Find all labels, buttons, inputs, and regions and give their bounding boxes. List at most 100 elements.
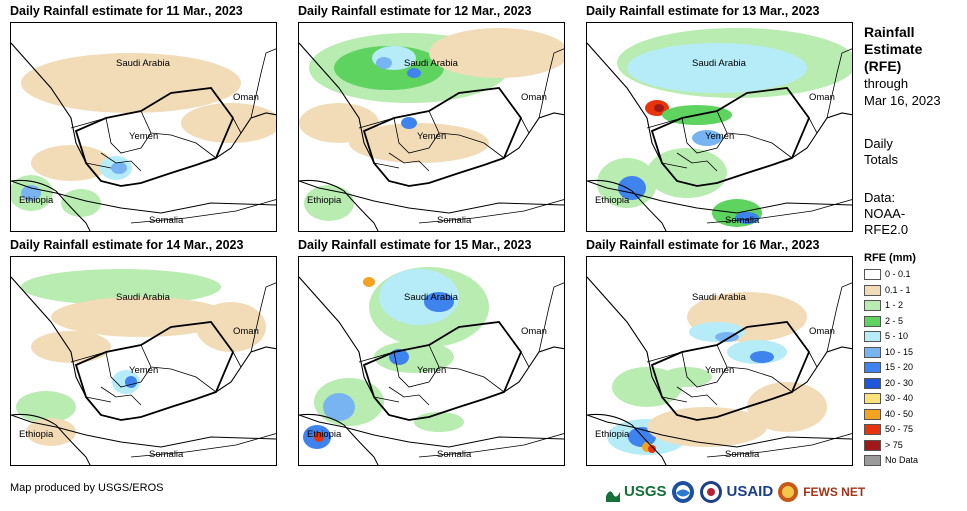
rainfall-area [323, 393, 355, 421]
map-label-oman: Oman [521, 326, 547, 337]
panel-title: Daily Rainfall estimate for 12 Mar., 202… [298, 4, 532, 18]
legend-label: 30 - 40 [885, 393, 914, 403]
rainfall-area [618, 176, 646, 200]
rainfall-area [21, 53, 241, 113]
boundary-line [299, 414, 564, 448]
yemen-outline [74, 321, 235, 421]
map-canvas: Saudi Arabia Oman Yemen Ethiopia Somalia [299, 267, 564, 465]
map-label-oman: Oman [809, 326, 835, 337]
map-label-saudi: Saudi Arabia [404, 58, 459, 69]
yemen-outline [650, 87, 811, 187]
rainfall-map-panel: Saudi Arabia Oman Yemen Ethiopia Somalia [10, 22, 277, 232]
rainfall-area [51, 297, 231, 337]
legend-label: 10 - 15 [885, 346, 914, 357]
legend-data-line-2: NOAA- [864, 206, 906, 221]
rainfall-map-panel: Saudi Arabia Oman Yemen Ethiopia Somalia [298, 22, 565, 232]
legend-through: through [864, 76, 909, 91]
rainfall-area [26, 418, 76, 446]
legend-label: 0.1 - 1 [885, 284, 911, 295]
boundary-line [11, 180, 91, 231]
legend-swatch [864, 439, 881, 451]
map-label-yemen: Yemen [705, 365, 734, 376]
rainfall-area [61, 189, 101, 217]
map-label-ethiopia: Ethiopia [19, 429, 54, 440]
legend-swatch [864, 408, 881, 420]
panel-title: Daily Rainfall estimate for 14 Mar., 202… [10, 238, 244, 252]
rainfall-area [424, 292, 454, 312]
rainfall-area [692, 130, 722, 146]
rainfall-area [735, 212, 759, 224]
boundary-line [11, 414, 91, 465]
rainfall-area [401, 117, 417, 129]
yemen-outline [650, 321, 811, 421]
map-canvas: Saudi Arabia Oman Yemen Ethiopia Somalia [299, 28, 564, 231]
boundary-line [587, 180, 852, 214]
boundary-line [706, 433, 852, 458]
legend-item: 40 - 50 [864, 408, 964, 423]
yemen-outline [362, 87, 523, 187]
rainfall-area [429, 28, 564, 78]
usgs-logo-text: USGS [624, 483, 667, 500]
rainfall-area [111, 162, 127, 174]
rainfall-map-panel: Saudi Arabia Oman Yemen Ethiopia Somalia [10, 256, 277, 466]
legend-label: 0 - 0.1 [885, 269, 911, 279]
legend-heading: Rainfall Estimate (RFE) through Mar 16, … [864, 24, 941, 109]
fewsnet-logo-text: FEWS NET [803, 485, 866, 499]
legend-item: 20 - 30 [864, 377, 964, 392]
map-label-ethiopia: Ethiopia [595, 195, 630, 206]
rainfall-area [647, 407, 767, 447]
legend-swatch [864, 455, 881, 466]
legend-data-line-1: Data: [864, 190, 896, 205]
rainfall-area [414, 412, 464, 432]
rainfall-area [707, 46, 767, 70]
map-label-somalia: Somalia [725, 215, 760, 226]
legend-swatch [864, 331, 881, 342]
legend-label: No Data [885, 455, 919, 465]
legend-label: 40 - 50 [885, 408, 914, 419]
seal-logo-icon [699, 481, 722, 503]
map-label-somalia: Somalia [725, 449, 760, 460]
legend-heading-line-1: Rainfall [864, 24, 915, 40]
legend-label: 50 - 75 [885, 424, 914, 434]
map-label-oman: Oman [521, 92, 547, 103]
legend-swatch [864, 315, 881, 327]
map-label-oman: Oman [233, 326, 259, 337]
legend-item: 50 - 75 [864, 423, 964, 438]
rainfall-map-panel: Saudi Arabia Oman Yemen Ethiopia Somalia [586, 256, 853, 466]
legend-swatch [864, 393, 881, 404]
map-canvas: Saudi Arabia Oman Yemen Ethiopia Somalia [587, 28, 852, 231]
legend-item: 1 - 2 [864, 299, 964, 314]
boundary-line [11, 414, 276, 448]
boundary-line [587, 414, 667, 465]
rainfall-area [196, 302, 266, 352]
map-label-yemen: Yemen [129, 365, 158, 376]
legend-swatch [864, 269, 881, 280]
legend-data-line-3: RFE2.0 [864, 222, 909, 237]
rainfall-map-panel: Saudi Arabia Oman Yemen Ethiopia Somalia [298, 256, 565, 466]
logo-strip: USGS USAID FEWS NET [606, 478, 865, 506]
yemen-outline [74, 87, 235, 187]
rainfall-area [376, 57, 392, 69]
boundary-line [299, 414, 379, 465]
rainfall-area [747, 382, 827, 432]
panel-title: Daily Rainfall estimate for 13 Mar., 202… [586, 4, 820, 18]
legend-data-source: Data: NOAA- RFE2.0 [864, 190, 908, 238]
panel-title: Daily Rainfall estimate for 11 Mar., 202… [10, 4, 243, 18]
fewsnet-logo-icon [778, 482, 799, 502]
rainfall-area [349, 123, 489, 163]
usaid-logo-text: USAID [726, 483, 774, 500]
rainfall-area [31, 331, 111, 363]
legend-label: > 75 [885, 439, 903, 450]
rainfall-area [647, 148, 727, 198]
legend-item: 5 - 10 [864, 330, 964, 345]
rainfall-area [181, 103, 276, 143]
legend-swatch [864, 424, 881, 435]
legend-label: 15 - 20 [885, 362, 914, 372]
rainfall-area [374, 341, 454, 373]
legend-heading-line-3: (RFE) [864, 58, 902, 74]
legend-swatch [864, 284, 881, 296]
legend-item: 10 - 15 [864, 346, 964, 361]
legend-heading-line-2: Estimate [864, 41, 923, 57]
legend-daily-line-1: Daily [864, 136, 893, 151]
legend-swatch [864, 346, 881, 358]
